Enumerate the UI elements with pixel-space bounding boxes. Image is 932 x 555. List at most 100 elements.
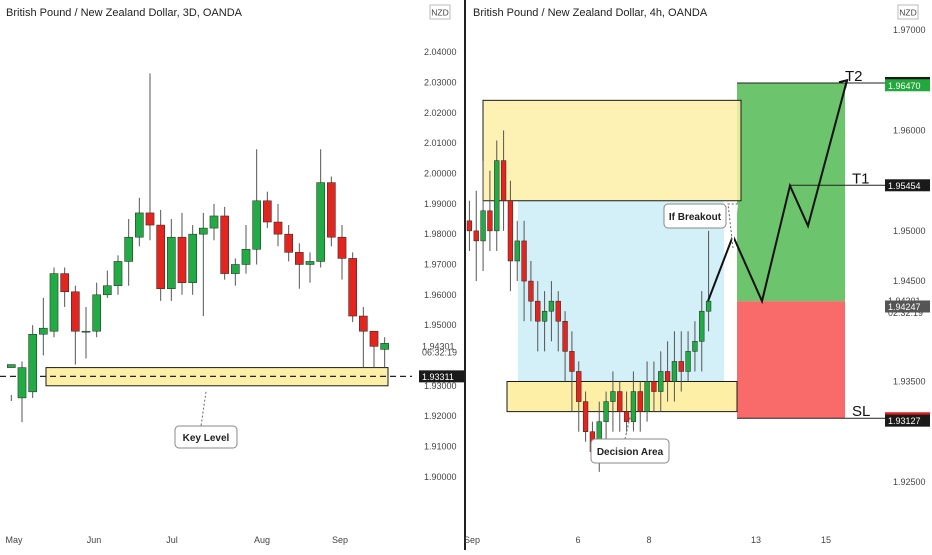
candle-body: [610, 391, 616, 402]
candle-body: [651, 381, 657, 392]
candle-body: [177, 236, 187, 283]
candle-body: [156, 224, 165, 289]
candle-body: [603, 401, 609, 422]
candle-body: [305, 261, 315, 265]
left-y-tick: 1.93000: [424, 381, 457, 391]
left-x-tick: Jul: [166, 535, 178, 545]
candle-body: [494, 160, 500, 232]
right-x-tick: 8: [646, 535, 651, 545]
candle-body: [535, 300, 541, 322]
right-x-tick: 13: [751, 535, 761, 545]
left-y-tick: 1.98000: [424, 229, 457, 239]
candle-body: [359, 315, 368, 332]
candle-body: [209, 215, 219, 229]
right-price-label-bg: [885, 79, 930, 92]
right-price-label: 1.95454: [888, 181, 921, 191]
candle-body: [637, 391, 643, 412]
candle-body: [500, 160, 507, 201]
candle-body: [671, 361, 678, 382]
candle-body: [369, 330, 379, 347]
target-zone: [737, 82, 845, 302]
right-y-tick: 1.97000: [893, 25, 926, 35]
key-level-callout-pointer: [200, 391, 211, 427]
candle-body: [103, 285, 112, 296]
right-y-tick: 1.93500: [893, 376, 926, 386]
target-2-label: T2: [845, 68, 863, 85]
left-currency-badge: NZD: [431, 8, 448, 18]
candle-body: [644, 381, 650, 412]
candle-body: [81, 330, 91, 333]
candle-body: [699, 310, 705, 342]
right-x-tick: 6: [575, 535, 580, 545]
left-y-tick: 1.91000: [424, 441, 457, 451]
candle-body: [199, 227, 208, 235]
left-y-tick: 1.96000: [424, 290, 457, 300]
candle-body: [658, 371, 664, 392]
key-level-callout-box: [174, 425, 238, 449]
candle-body: [582, 401, 589, 432]
key-level-zone: [45, 367, 389, 387]
candle-body: [71, 291, 80, 332]
left-y-tick: 1.95000: [424, 320, 457, 330]
candle-body: [623, 411, 630, 422]
left-chart-3d[interactable]: British Pound / New Zealand Dollar, 3D, …: [0, 4, 464, 545]
right-x-tick: 15: [821, 535, 831, 545]
candle-body: [337, 236, 347, 259]
left-y-tick: 2.00000: [424, 169, 457, 179]
right-price-label: 1.93127: [888, 416, 921, 426]
candle-body: [241, 249, 251, 265]
candle-body: [167, 236, 176, 289]
candle-body: [473, 230, 479, 242]
candle-body: [528, 280, 534, 302]
left-y-tick: 1.97000: [424, 259, 457, 269]
right-y-tick: 1.92500: [893, 477, 926, 487]
candle-body: [678, 361, 684, 372]
candle-body: [252, 200, 261, 250]
key-level-callout: Key Level: [183, 433, 230, 444]
candle-body: [7, 364, 16, 368]
candle-body: [705, 300, 712, 312]
right-price-label-bg: [885, 300, 930, 313]
right-chart-4h[interactable]: British Pound / New Zealand Dollar, 4h, …: [464, 4, 930, 545]
candle-body: [692, 341, 698, 352]
candle-body: [316, 182, 325, 262]
candle-body: [124, 236, 133, 262]
right-currency-badge-box: [897, 4, 919, 20]
stop-label: SL: [852, 403, 870, 420]
stop-zone: [737, 301, 845, 419]
left-price-label-bg: [419, 370, 464, 383]
left-x-tick: Jun: [87, 535, 102, 545]
candle-body: [231, 264, 240, 274]
left-x-tick: May: [5, 535, 23, 545]
left-y-tick: 1.99000: [424, 199, 457, 209]
candle-body: [380, 343, 389, 350]
left-y-tick: 2.03000: [424, 78, 457, 88]
projection-path: [707, 79, 848, 305]
candle-body: [188, 233, 197, 283]
right-price-label: 1.94247: [888, 302, 921, 312]
candle-body: [39, 327, 48, 335]
right-currency-badge: NZD: [899, 8, 916, 18]
candle-body: [541, 310, 548, 322]
right-chart-title: British Pound / New Zealand Dollar, 4h, …: [473, 7, 708, 19]
breakout-callout-pointer: [727, 203, 738, 249]
left-price-label: 1.94301: [422, 341, 455, 351]
candle-body: [630, 391, 637, 422]
resistance-zone: [482, 99, 742, 202]
left-y-tick: 2.04000: [424, 47, 457, 57]
candle-body: [466, 220, 473, 232]
left-y-tick: 1.90000: [424, 472, 457, 482]
left-chart-title: British Pound / New Zealand Dollar, 3D, …: [6, 7, 243, 19]
candle-body: [113, 261, 123, 286]
candle-body: [521, 240, 527, 282]
candle-body: [28, 333, 37, 393]
candle-body: [295, 252, 304, 265]
right-price-label: 02:32:19: [888, 308, 923, 318]
left-price-label: 06:32:19: [422, 347, 457, 357]
candle-body: [664, 371, 671, 382]
candle-body: [135, 212, 144, 238]
left-y-tick: 1.92000: [424, 411, 457, 421]
right-x-tick: Sep: [464, 535, 480, 545]
